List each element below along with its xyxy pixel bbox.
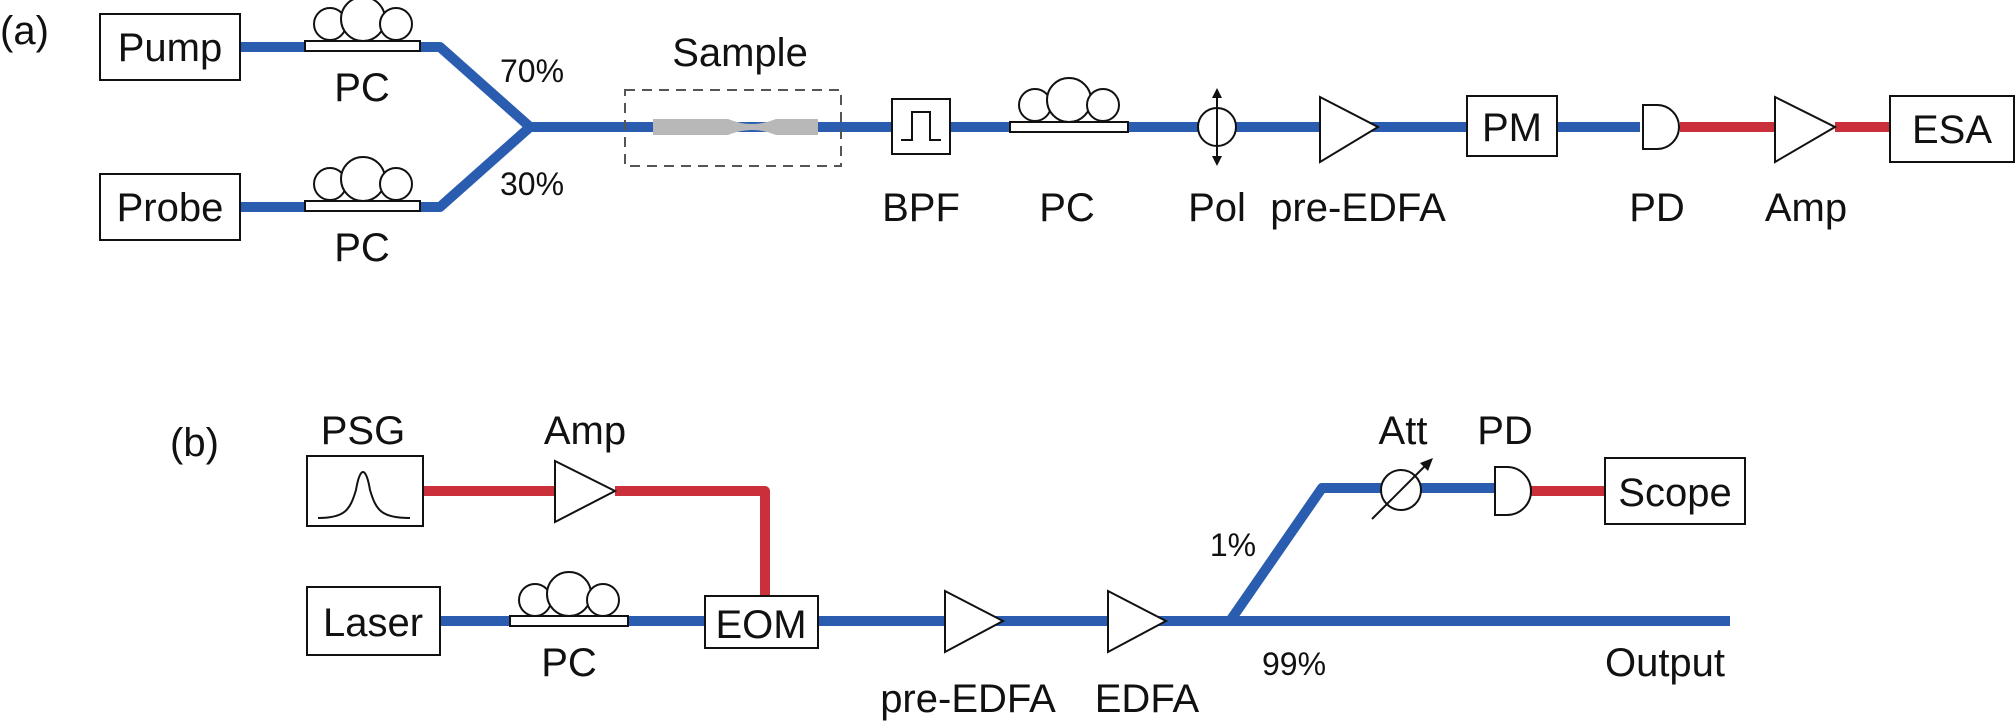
pc-bottom-label: PC xyxy=(334,226,390,270)
panel-a-tag: (a) xyxy=(0,9,49,53)
pc-b-label: PC xyxy=(541,641,597,685)
panel-a: (a) Pump Probe PC PC xyxy=(0,0,2015,270)
pre-edfa-b-label: pre-EDFA xyxy=(880,677,1056,721)
probe-box xyxy=(99,173,241,241)
att-label: Att xyxy=(1379,409,1428,453)
polarizer-icon xyxy=(1197,88,1237,166)
pump-box xyxy=(99,13,241,81)
photodiode-icon xyxy=(1494,466,1532,516)
edfa-label: EDFA xyxy=(1095,677,1200,721)
split-30-label: 30% xyxy=(500,166,564,202)
split-70-label: 70% xyxy=(500,53,564,89)
bandpass-filter-icon xyxy=(901,111,941,141)
sample-enclosure xyxy=(624,89,842,167)
scope-label: Scope xyxy=(1618,471,1731,515)
amplifier-triangle-icon xyxy=(1319,95,1381,164)
bpf-label: BPF xyxy=(882,186,960,230)
pc-loops-icon xyxy=(304,156,421,212)
photodiode-icon xyxy=(1642,104,1680,150)
amp-a-label: Amp xyxy=(1765,186,1847,230)
laser-box xyxy=(306,586,441,656)
amp-b-label: Amp xyxy=(544,409,626,453)
esa-label: ESA xyxy=(1912,108,1992,152)
scope-box xyxy=(1604,457,1746,525)
pm-box xyxy=(1466,95,1558,157)
pre-edfa-a-label: pre-EDFA xyxy=(1270,186,1446,230)
amplifier-triangle-icon xyxy=(1107,589,1169,654)
pc-main-label: PC xyxy=(1039,186,1095,230)
tap-99-label: 99% xyxy=(1262,646,1326,682)
tap-fiber xyxy=(1225,483,1495,624)
tap-1-label: 1% xyxy=(1210,527,1256,563)
sample-taper xyxy=(653,119,818,135)
pd-b-label: PD xyxy=(1477,409,1533,453)
pulse-icon xyxy=(317,471,411,519)
probe-label: Probe xyxy=(117,186,224,230)
panel-b-tag: (b) xyxy=(170,421,219,465)
output-label: Output xyxy=(1605,641,1725,685)
pm-label: PM xyxy=(1482,106,1542,150)
pc-top-label: PC xyxy=(334,66,390,110)
pump-label: Pump xyxy=(118,26,223,70)
pd-a-label: PD xyxy=(1629,186,1685,230)
pc-loops-icon xyxy=(509,571,629,627)
psg-label: PSG xyxy=(321,409,405,453)
amplifier-triangle-icon xyxy=(554,459,618,524)
amplifier-triangle-icon xyxy=(1774,95,1838,164)
pc-loops-icon xyxy=(304,0,421,52)
amplifier-triangle-icon xyxy=(944,589,1006,654)
pol-label: Pol xyxy=(1188,186,1246,230)
bpf-box xyxy=(891,98,951,155)
psg-box xyxy=(306,455,424,527)
amp-to-eom-link xyxy=(615,486,770,598)
sample-label: Sample xyxy=(672,31,808,75)
eom-label: EOM xyxy=(715,603,806,647)
pc-loops-icon xyxy=(1009,77,1129,133)
panel-b: (b) PSG Amp Laser PC EOM xyxy=(170,409,1746,721)
eom-box xyxy=(704,595,819,649)
laser-label: Laser xyxy=(323,601,423,645)
esa-box xyxy=(1889,95,2015,163)
variable-attenuator-icon xyxy=(1371,458,1433,520)
